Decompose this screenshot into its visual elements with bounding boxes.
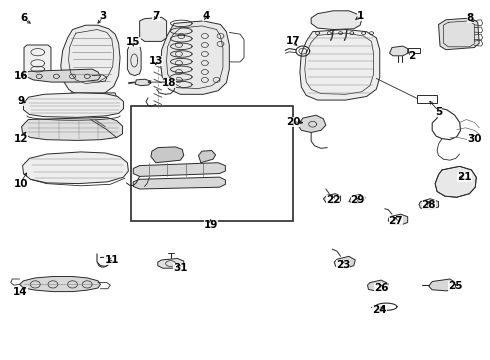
Polygon shape (158, 258, 184, 268)
Text: 12: 12 (13, 134, 28, 144)
Text: 11: 11 (104, 255, 119, 265)
Polygon shape (439, 18, 479, 50)
Polygon shape (161, 21, 229, 94)
Polygon shape (300, 30, 380, 100)
Text: 4: 4 (202, 11, 210, 21)
Polygon shape (24, 93, 123, 117)
Text: 29: 29 (350, 195, 365, 205)
Bar (131, 106, 293, 221)
Polygon shape (334, 256, 355, 268)
Bar (417, 95, 437, 103)
Text: 28: 28 (421, 200, 436, 210)
Polygon shape (368, 280, 388, 292)
Text: 5: 5 (435, 107, 442, 117)
Text: 27: 27 (389, 216, 403, 226)
Text: 2: 2 (408, 51, 415, 61)
Polygon shape (349, 194, 365, 203)
Text: 13: 13 (148, 56, 163, 66)
Polygon shape (323, 194, 341, 203)
Bar (408, 48, 420, 53)
Polygon shape (22, 117, 123, 140)
Text: 24: 24 (372, 305, 387, 315)
Polygon shape (140, 17, 167, 41)
Polygon shape (435, 166, 476, 197)
Polygon shape (311, 11, 362, 30)
Polygon shape (133, 177, 225, 189)
Polygon shape (23, 152, 128, 184)
Polygon shape (298, 115, 326, 132)
Polygon shape (69, 93, 117, 100)
Polygon shape (135, 79, 151, 86)
Text: 31: 31 (173, 263, 188, 273)
Text: 17: 17 (286, 36, 300, 46)
Text: 25: 25 (448, 281, 463, 291)
Text: 20: 20 (286, 117, 300, 127)
Text: 18: 18 (162, 78, 176, 88)
Text: 3: 3 (99, 11, 106, 21)
Polygon shape (133, 163, 225, 176)
Text: 19: 19 (203, 220, 218, 230)
Polygon shape (127, 42, 141, 76)
Text: 23: 23 (336, 260, 350, 270)
Polygon shape (151, 147, 184, 163)
Text: 16: 16 (13, 71, 28, 81)
Polygon shape (388, 214, 408, 225)
Polygon shape (390, 46, 408, 56)
Text: 30: 30 (467, 134, 482, 144)
Text: 6: 6 (20, 13, 27, 23)
Text: 9: 9 (17, 96, 24, 106)
Text: 8: 8 (467, 13, 474, 23)
Text: 14: 14 (13, 287, 28, 297)
Polygon shape (61, 25, 120, 97)
Polygon shape (24, 45, 51, 75)
Text: 1: 1 (357, 11, 364, 21)
Text: 21: 21 (457, 172, 472, 182)
Polygon shape (20, 276, 100, 292)
Polygon shape (429, 279, 456, 291)
Text: 10: 10 (13, 179, 28, 189)
Polygon shape (25, 69, 100, 82)
Text: 26: 26 (374, 283, 389, 293)
Text: 22: 22 (326, 195, 341, 205)
Polygon shape (419, 199, 439, 210)
Text: 15: 15 (126, 37, 141, 48)
Text: 7: 7 (152, 11, 160, 21)
Polygon shape (198, 150, 216, 163)
